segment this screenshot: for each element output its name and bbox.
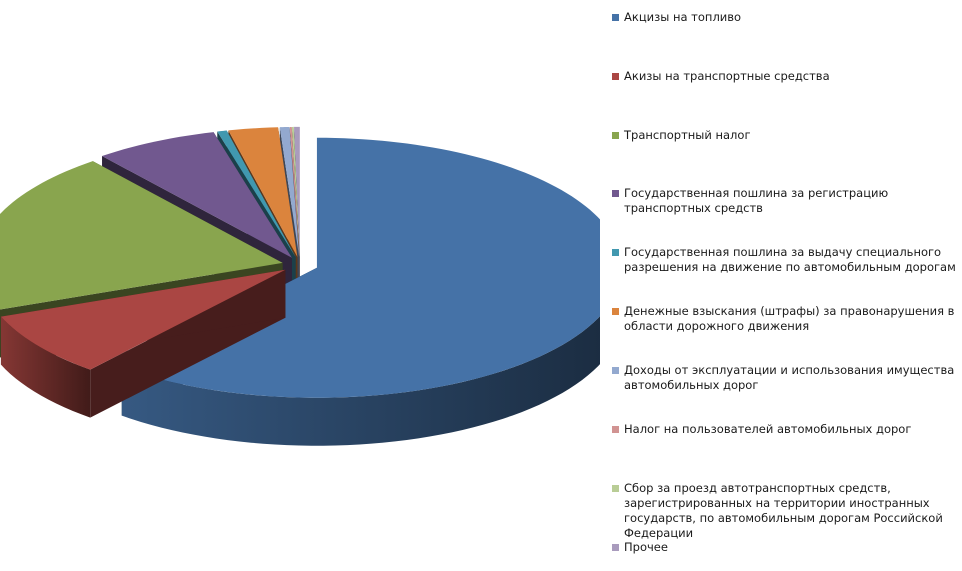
pie-chart-svg [0, 126, 622, 446]
legend-item: Налог на пользователей автомобильных дор… [612, 422, 957, 437]
legend-item: Денежные взыскания (штрафы) за правонару… [612, 304, 957, 334]
pie-slice-top [228, 127, 298, 257]
legend-swatch [612, 426, 619, 433]
legend-swatch [612, 249, 619, 256]
legend-swatch [612, 367, 619, 374]
legend-label: Прочее [624, 540, 668, 554]
pie-slice-top [279, 126, 300, 257]
legend-item: Прочее [612, 540, 957, 555]
pie-chart [0, 126, 622, 446]
pie-slice-top [291, 126, 300, 257]
pie-slice [0, 269, 286, 418]
legend-swatch [612, 308, 619, 315]
legend-label: Налог на пользователей автомобильных дор… [624, 422, 912, 436]
legend-swatch [612, 73, 619, 80]
legend-swatch [612, 544, 619, 551]
pie-slice-top [217, 130, 296, 258]
pie-slice-side [121, 267, 622, 446]
legend-swatch [612, 190, 619, 197]
legend-item: Акизы на транспортные средства [612, 69, 957, 84]
pie-slice-top [102, 132, 292, 258]
legend-swatch [612, 485, 619, 492]
legend-label: Денежные взыскания (штрафы) за правонару… [624, 304, 955, 333]
legend-swatch [612, 14, 619, 21]
legend-item: Транспортный налог [612, 128, 957, 143]
legend-label: Транспортный налог [624, 128, 751, 142]
pie-slice-top [289, 126, 300, 257]
legend-label: Сбор за проезд автотранспортных средств,… [624, 481, 943, 540]
legend-label: Акизы на транспортные средства [624, 69, 830, 83]
legend-item: Государственная пошлина за выдачу специа… [612, 245, 957, 275]
chart-legend: Акцизы на топливо Акизы на транспортные с… [612, 0, 962, 567]
legend-item: Государственная пошлина за регистрацию т… [612, 186, 957, 216]
legend-item: Сбор за проезд автотранспортных средств,… [612, 481, 957, 541]
pie-slice-top [294, 126, 300, 257]
legend-item: Доходы от эксплуатации и использования и… [612, 363, 957, 393]
legend-label: Государственная пошлина за выдачу специа… [624, 245, 956, 274]
legend-item: Акцизы на топливо [612, 10, 957, 25]
legend-label: Акцизы на топливо [624, 10, 742, 24]
legend-label: Государственная пошлина за регистрацию т… [624, 186, 889, 215]
legend-label: Доходы от эксплуатации и использования и… [624, 363, 955, 392]
pie-slice-top [0, 161, 283, 310]
pie-slice-side [0, 316, 91, 418]
legend-swatch [612, 132, 619, 139]
pie-slice-top [0, 269, 286, 370]
